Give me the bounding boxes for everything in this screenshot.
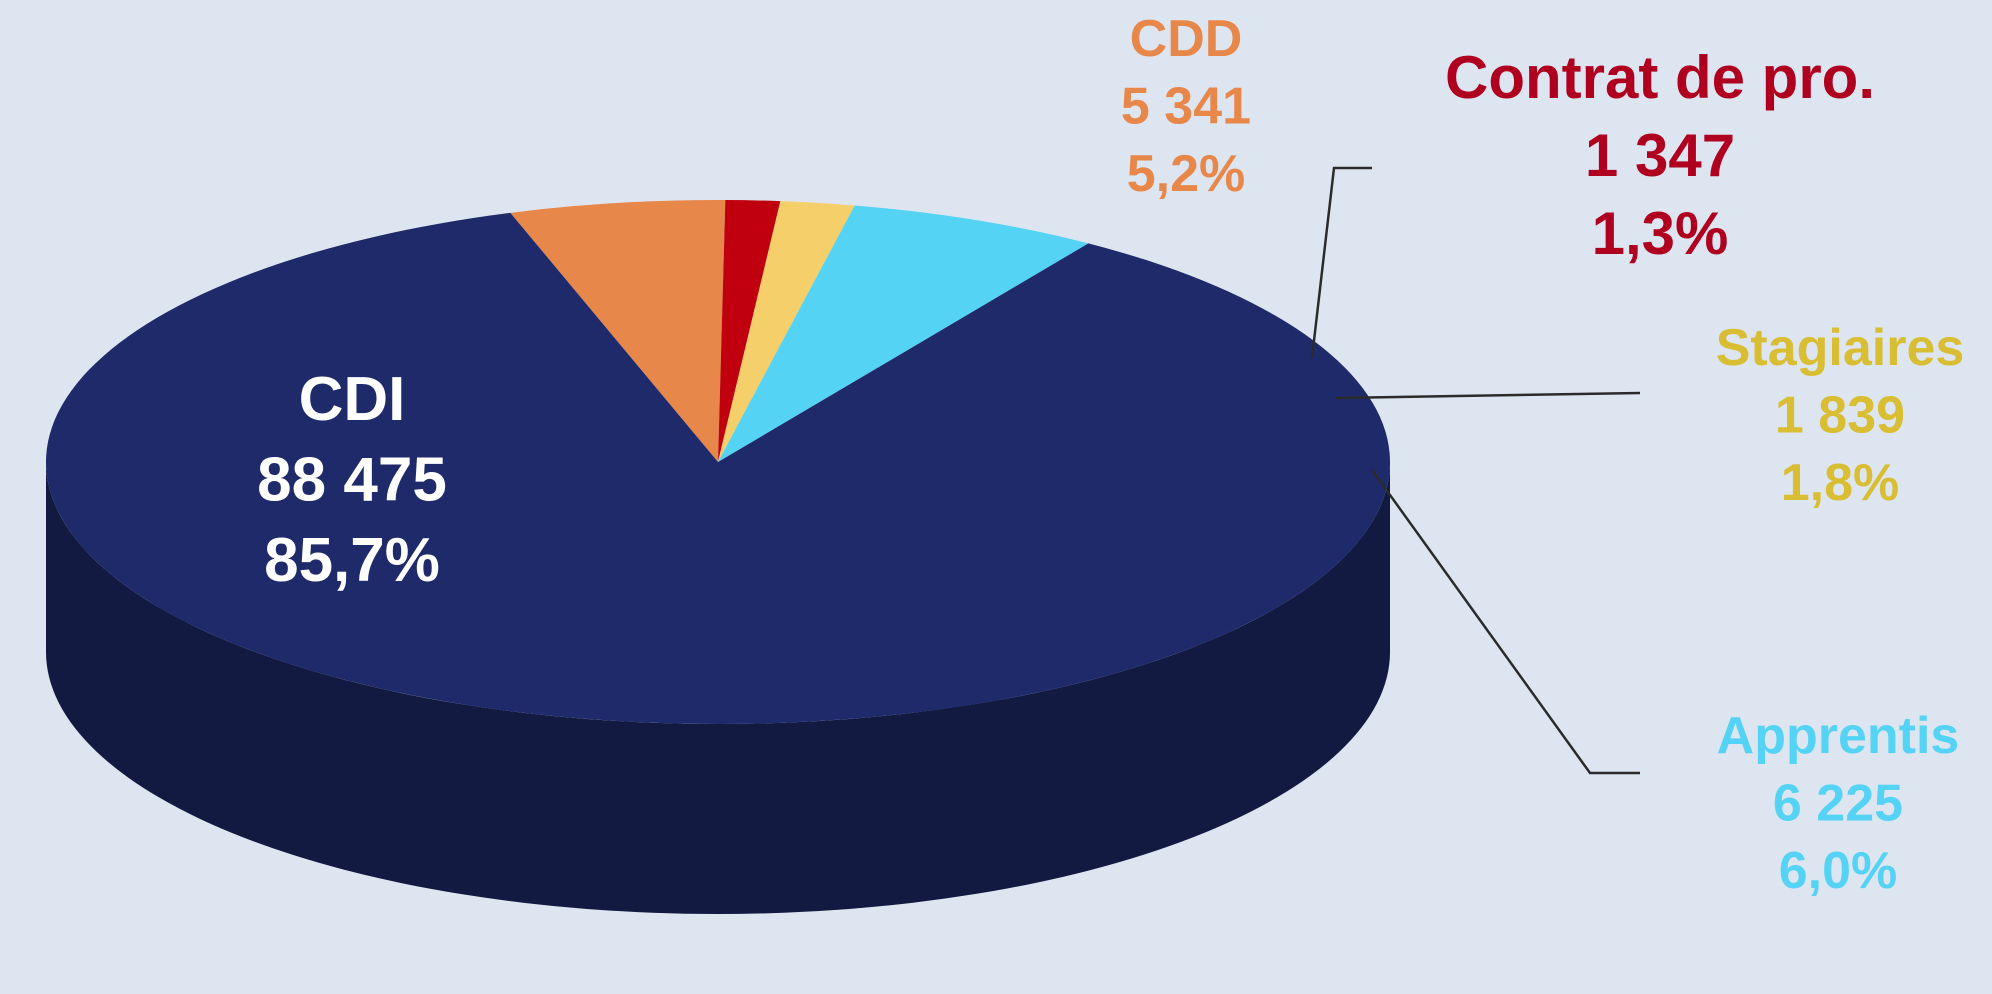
slice-cdi [45, 212, 1390, 725]
slice-cdd [510, 200, 726, 462]
label-cdi-percent: 85,7% [264, 526, 440, 595]
label-stagiaires-category: Stagiaires [1716, 319, 1965, 377]
slice-stagiaires [718, 201, 855, 462]
label-apprentis-category: Apprentis [1717, 707, 1960, 765]
leader-line-apprentis [1370, 469, 1640, 775]
slice-labels: CDI 88 475 85,7% CDD 5 341 5,2% Contrat de pro… [257, 10, 1964, 900]
slice-contrat-de-pro [718, 200, 781, 462]
slice-apprentis [718, 205, 1089, 462]
label-cdi-value: 88 475 [257, 446, 447, 515]
leader-line-stagiaires [1335, 391, 1641, 400]
label-cdd-percent: 5,2% [1127, 145, 1246, 203]
label-stagiaires-value: 1 839 [1775, 387, 1905, 445]
slice-side-cdi [46, 462, 1390, 914]
label-stagiaires-percent: 1,8% [1781, 454, 1900, 512]
label-contrat-de-pro-category: Contrat de pro. [1445, 44, 1875, 111]
leader-line-contrat-de-pro [1310, 166, 1372, 359]
pie-top [45, 200, 1390, 725]
pie-side [46, 462, 1390, 914]
label-cdi-category: CDI [299, 365, 406, 434]
label-apprentis-value: 6 225 [1773, 775, 1903, 833]
label-cdd-value: 5 341 [1121, 78, 1251, 136]
label-cdd-category: CDD [1130, 10, 1243, 68]
label-apprentis-percent: 6,0% [1779, 842, 1898, 900]
label-contrat-de-pro-value: 1 347 [1585, 122, 1735, 189]
label-contrat-de-pro-percent: 1,3% [1592, 200, 1729, 267]
leader-lines [1310, 166, 1641, 775]
